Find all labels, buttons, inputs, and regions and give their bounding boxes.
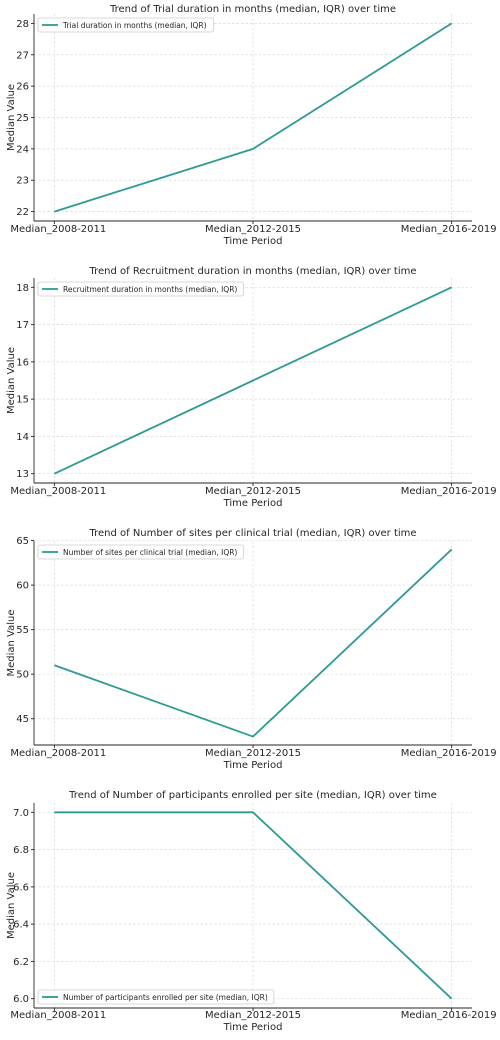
y-tick-label: 15: [16, 395, 29, 406]
legend-label: Recruitment duration in months (median, …: [63, 285, 237, 294]
y-axis-label: Median Value: [6, 347, 17, 414]
x-tick-label: Median_2008-2011: [10, 748, 106, 759]
y-tick-label: 50: [16, 670, 29, 681]
y-tick-label: 6.0: [13, 994, 29, 1005]
y-tick-label: 13: [16, 469, 29, 480]
x-axis-label: Time Period: [223, 236, 283, 247]
legend-label: Number of participants enrolled per site…: [63, 993, 268, 1002]
x-tick-label: Median_2016-2019: [401, 486, 497, 497]
chart-panel-4: Trend of Number of participants enrolled…: [6, 790, 497, 1033]
x-tick-label: Median_2012-2015: [205, 486, 301, 497]
chart-title: Trend of Trial duration in months (media…: [109, 4, 396, 15]
y-tick-label: 6.8: [13, 845, 29, 856]
y-tick-label: 7.0: [13, 808, 29, 819]
legend: Number of participants enrolled per site…: [38, 990, 274, 1004]
legend: Trial duration in months (median, IQR): [38, 18, 214, 32]
x-axis-label: Time Period: [223, 760, 283, 771]
y-tick-label: 23: [16, 176, 29, 187]
y-tick-label: 14: [16, 432, 29, 443]
y-axis-label: Median Value: [6, 609, 17, 676]
legend: Recruitment duration in months (median, …: [38, 282, 243, 296]
y-tick-label: 26: [16, 82, 29, 93]
y-tick-label: 45: [16, 714, 29, 725]
chart-panel-3: Trend of Number of sites per clinical tr…: [6, 528, 497, 771]
y-tick-label: 24: [16, 144, 29, 155]
x-tick-label: Median_2008-2011: [10, 486, 106, 497]
y-tick-label: 25: [16, 113, 29, 124]
x-tick-label: Median_2008-2011: [10, 224, 106, 235]
y-tick-label: 60: [16, 581, 29, 592]
x-tick-label: Median_2016-2019: [401, 1010, 497, 1021]
y-axis-label: Median Value: [6, 872, 17, 939]
y-tick-label: 28: [16, 19, 29, 30]
x-tick-label: Median_2016-2019: [401, 224, 497, 235]
y-tick-label: 6.2: [13, 957, 29, 968]
x-tick-label: Median_2012-2015: [205, 224, 301, 235]
chart-title: Trend of Number of participants enrolled…: [68, 790, 437, 801]
chart-title: Trend of Recruitment duration in months …: [88, 266, 416, 277]
x-tick-label: Median_2012-2015: [205, 748, 301, 759]
x-tick-label: Median_2012-2015: [205, 1010, 301, 1021]
y-tick-label: 65: [16, 536, 29, 547]
chart-title: Trend of Number of sites per clinical tr…: [88, 528, 416, 539]
y-tick-label: 17: [16, 320, 29, 331]
chart-panel-1: Trend of Trial duration in months (media…: [6, 4, 497, 247]
x-tick-label: Median_2016-2019: [401, 748, 497, 759]
y-tick-label: 22: [16, 207, 29, 218]
y-tick-label: 55: [16, 625, 29, 636]
x-tick-label: Median_2008-2011: [10, 1010, 106, 1021]
y-tick-label: 16: [16, 357, 29, 368]
y-tick-label: 18: [16, 283, 29, 294]
x-axis-label: Time Period: [223, 1022, 283, 1033]
y-tick-label: 27: [16, 50, 29, 61]
legend: Number of sites per clinical trial (medi…: [38, 545, 243, 559]
legend-label: Trial duration in months (median, IQR): [62, 21, 207, 30]
legend-label: Number of sites per clinical trial (medi…: [63, 548, 237, 557]
x-axis-label: Time Period: [223, 498, 283, 509]
chart-panel-2: Trend of Recruitment duration in months …: [6, 266, 497, 509]
y-axis-label: Median Value: [6, 84, 17, 151]
